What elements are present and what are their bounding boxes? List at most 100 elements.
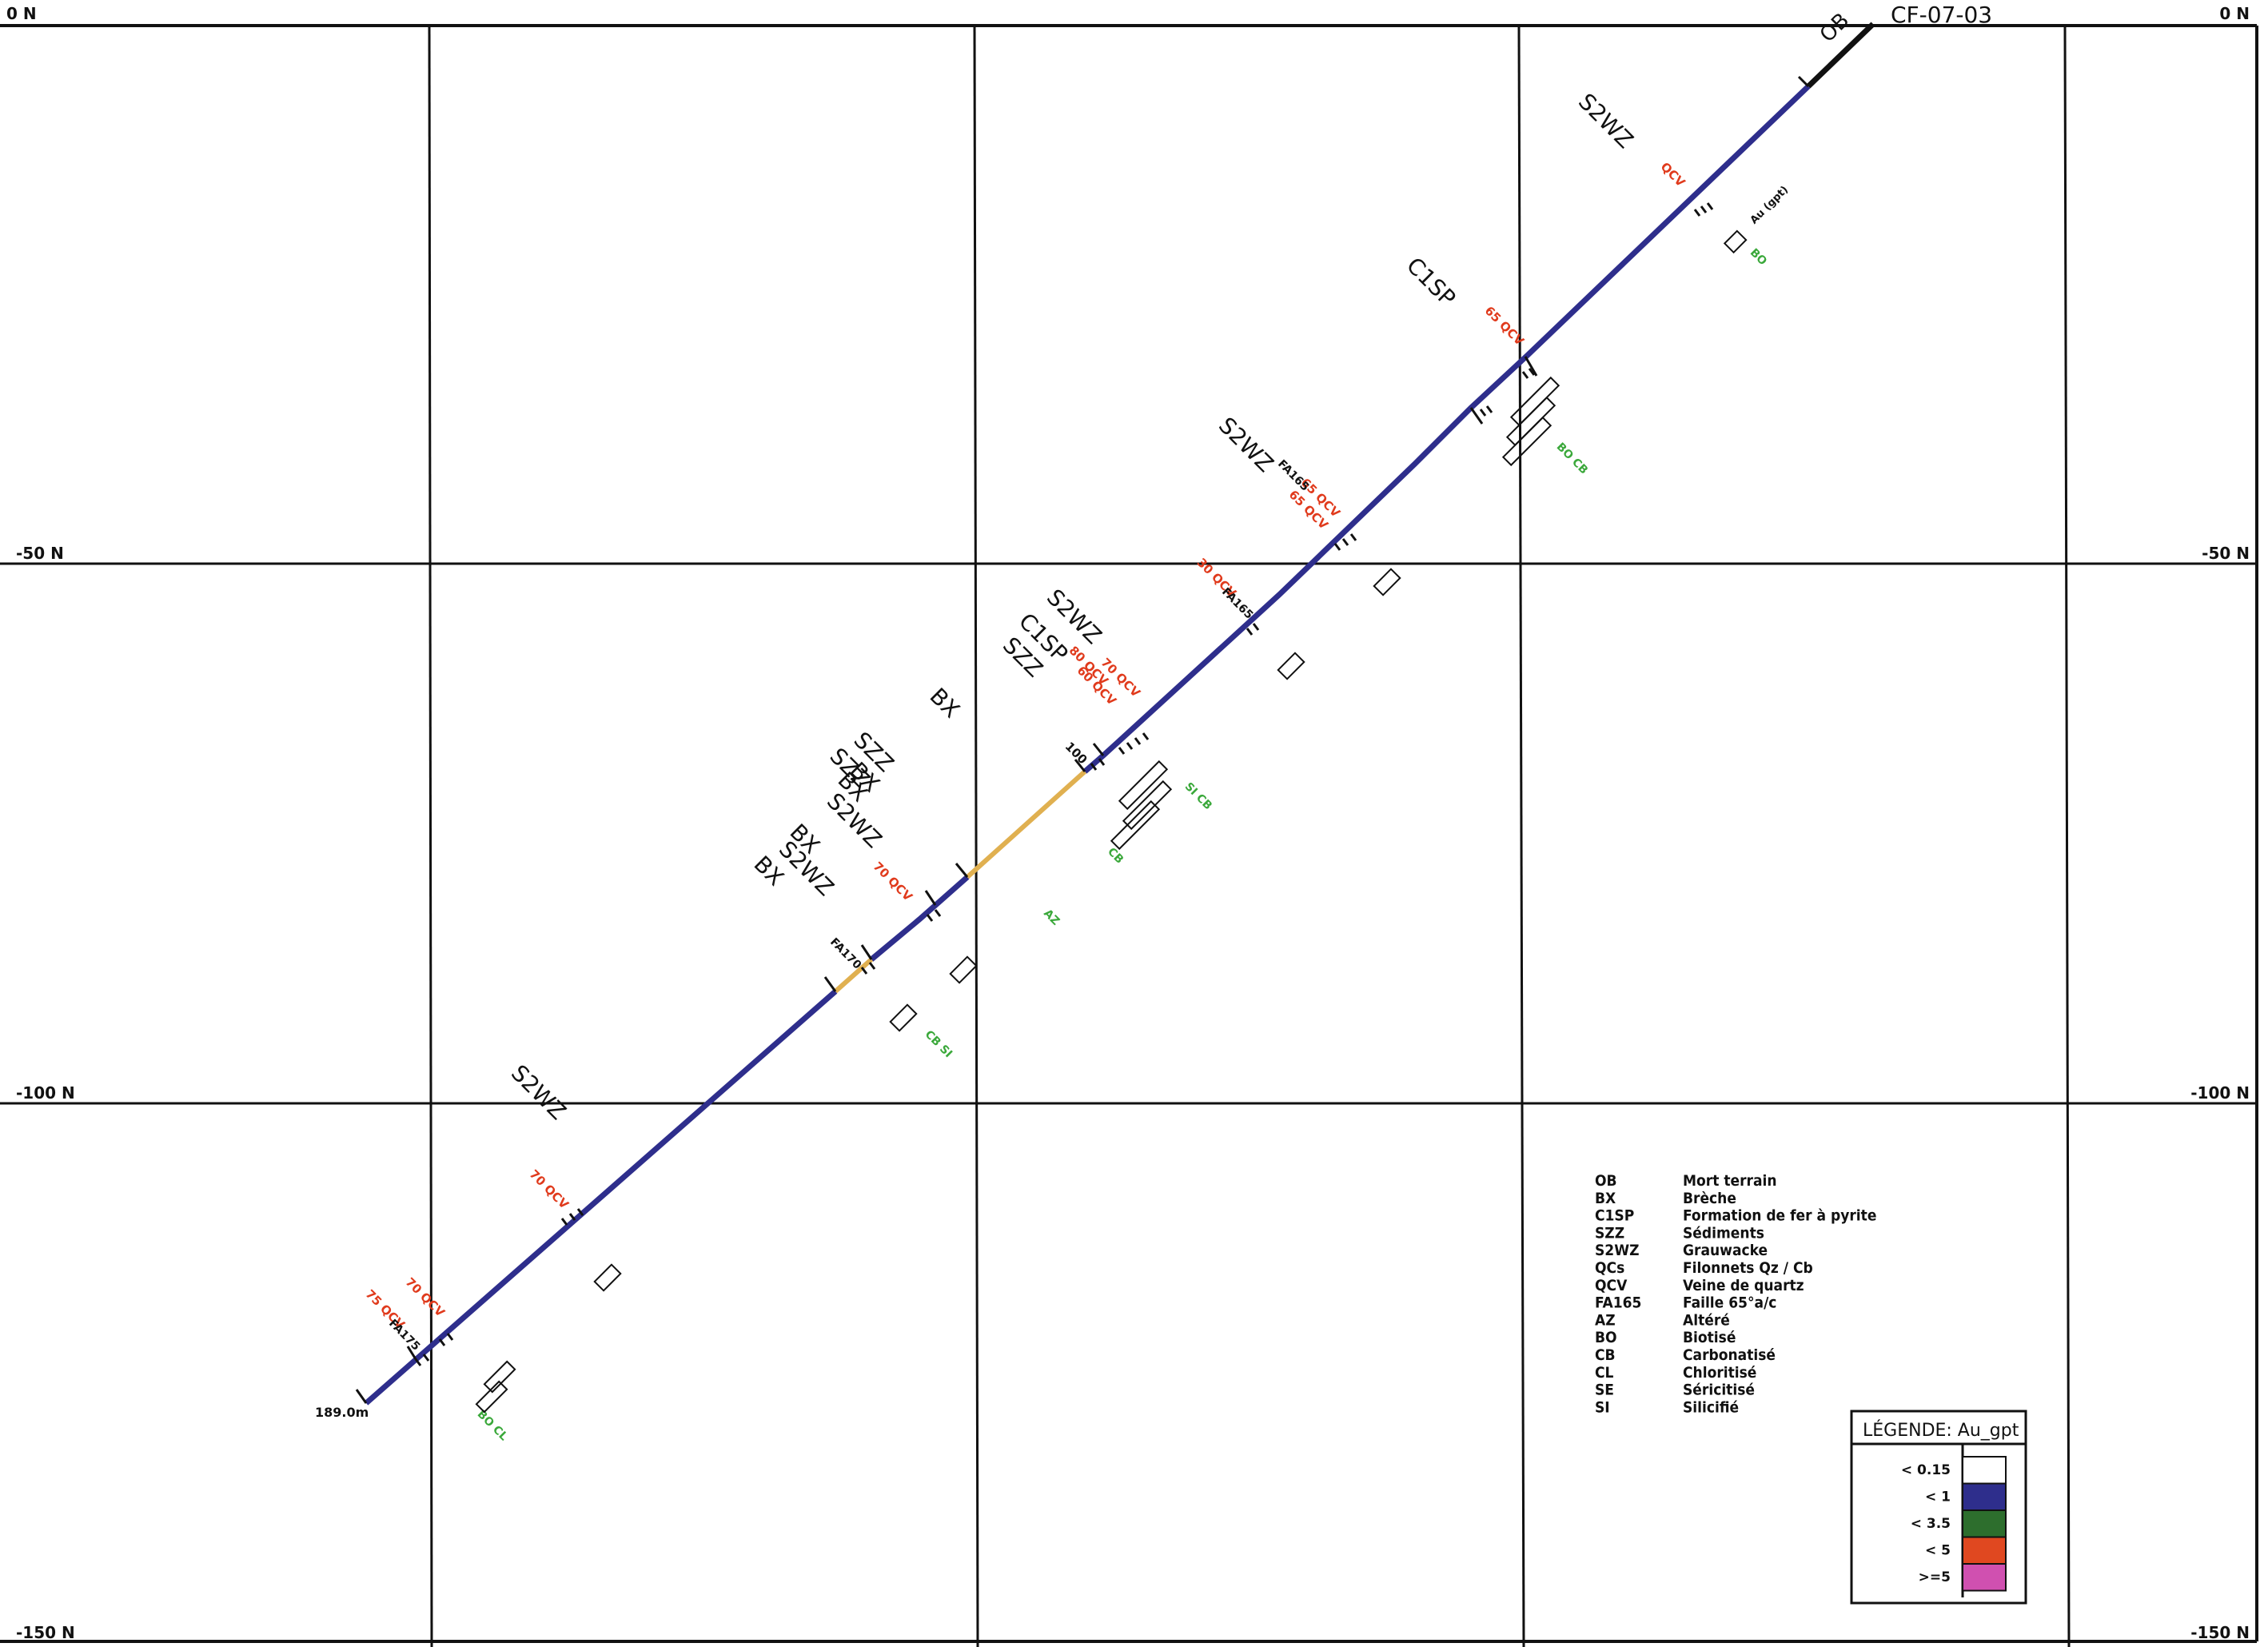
alteration-label: BO CL: [475, 1408, 510, 1443]
alteration-label: BO: [1748, 246, 1769, 268]
depth-mark: 100: [1062, 739, 1090, 767]
grade-legend-items: < 0.15 < 1 < 3.5 < 5 >=5: [1901, 1456, 2007, 1592]
legend-code: OB: [1595, 1172, 1617, 1190]
assay-block: [889, 1003, 918, 1032]
legend-description: Biotisé: [1683, 1329, 1736, 1346]
collar-unit-label: OB: [1816, 9, 1854, 47]
assay-block: [475, 1380, 508, 1414]
grade-legend-swatch: [1962, 1563, 2007, 1592]
grade-legend-swatch: [1962, 1536, 2007, 1565]
alteration-label: BO CB: [1554, 441, 1591, 477]
trace-weak-2: [834, 957, 873, 994]
sample-marks: [414, 202, 1714, 1366]
unit-labels: S2WZ C1SP S2WZ S2WZ C1SP SZZ BX SZZ SZZ …: [506, 88, 1639, 1125]
grid: [0, 24, 2258, 1647]
grade-legend-title: LÉGENDE: Au_gpt: [1863, 1420, 2019, 1441]
drill-hole-trace: [364, 22, 1875, 1406]
unit-label: S2WZ: [506, 1059, 572, 1125]
assay-block: [1277, 652, 1305, 680]
alteration-label: AZ: [1041, 907, 1062, 927]
legend-description: Altéré: [1683, 1311, 1730, 1329]
hole-id: CF-07-03: [1891, 2, 1992, 28]
legend-description: Grauwacke: [1683, 1242, 1768, 1259]
assay-blocks: [475, 229, 1748, 1414]
legend-code: QCs: [1595, 1259, 1624, 1277]
legend-code: SZZ: [1595, 1224, 1624, 1242]
northing-label-left-0: 0 N: [6, 4, 37, 23]
fault-labels: FA165 FA165 FA170 FA175: [386, 457, 1311, 1353]
northing-label-left-100: -100 N: [16, 1083, 75, 1103]
trace-upper: [1082, 84, 1811, 774]
assay-block: [483, 1360, 516, 1394]
legend-code: C1SP: [1595, 1207, 1634, 1225]
legend-code: CB: [1595, 1346, 1616, 1364]
northing-label-left-150: -150 N: [16, 1623, 75, 1642]
legend-description: Filonnets Qz / Cb: [1683, 1259, 1813, 1277]
legend-description: Carbonatisé: [1683, 1346, 1776, 1364]
vein-label: 70 QCV: [871, 859, 915, 903]
fault-label: FA170: [827, 935, 863, 971]
fault-label: FA165: [1275, 457, 1311, 493]
grade-legend-swatch: [1962, 1456, 2007, 1485]
legend-code: CL: [1595, 1364, 1614, 1382]
grade-legend-label: >=5: [1919, 1569, 1951, 1585]
vein-label: 70 QCV: [403, 1274, 448, 1319]
trace-middle: [869, 875, 970, 962]
alteration-label: CB: [1105, 845, 1126, 866]
legend-code: QCV: [1595, 1277, 1628, 1294]
legend-description: Silicifié: [1683, 1398, 1739, 1416]
legend-code: SI: [1595, 1398, 1610, 1416]
legend-description: Sédiments: [1683, 1224, 1764, 1242]
northing-labels: 0 N 0 N -50 N -50 N -100 N -100 N -150 N…: [6, 4, 2250, 1642]
legend-code: AZ: [1595, 1311, 1616, 1329]
legend-description: Chloritisé: [1683, 1364, 1756, 1382]
legend-code: BX: [1595, 1190, 1616, 1207]
northing-label-right-50: -50 N: [2202, 544, 2250, 563]
legend-code: SE: [1595, 1382, 1614, 1399]
assay-block: [1723, 229, 1748, 254]
legend-code: BO: [1595, 1329, 1617, 1346]
northing-label-left-50: -50 N: [16, 544, 64, 563]
unit-label: S2WZ: [1214, 412, 1279, 477]
alteration-labels: BO BO CB SI CB CB AZ CB SI BO CL: [475, 246, 1769, 1443]
alteration-label: SI CB: [1182, 780, 1214, 812]
code-legend: OB Mort terrain BX Brèche C1SP Formation de f…: [1595, 1172, 1876, 1416]
legend-description: Faille 65°a/c: [1683, 1294, 1776, 1312]
legend-code: S2WZ: [1595, 1242, 1639, 1259]
grade-legend-label: < 5: [1925, 1543, 1951, 1559]
trace-overburden: [1806, 22, 1875, 89]
legend-description: Mort terrain: [1683, 1172, 1777, 1190]
unit-label: BX: [925, 683, 965, 723]
assay-block: [1501, 416, 1553, 467]
assay-block: [1110, 800, 1161, 851]
legend-description: Formation de fer à pyrite: [1683, 1207, 1876, 1225]
end-depth-label: 189.0m: [315, 1405, 369, 1420]
grade-legend-swatch: [1962, 1509, 2007, 1538]
legend-code: FA165: [1595, 1294, 1641, 1312]
grade-legend-label: < 3.5: [1911, 1516, 1951, 1532]
vein-labels: QCV 65 QCV 65 QCV 65 QCV 30 QCV 80 QCV 6…: [363, 159, 1688, 1331]
assay-block: [593, 1263, 622, 1292]
legend-description: Séricitisé: [1683, 1382, 1755, 1399]
northing-label-right-150: -150 N: [2190, 1623, 2250, 1642]
vein-label: 70 QCV: [527, 1166, 572, 1211]
legend-description: Veine de quartz: [1683, 1277, 1804, 1294]
contact-ticks: [355, 75, 1810, 1404]
trace-lower: [364, 989, 838, 1406]
grade-legend: LÉGENDE: Au_gpt < 0.15 < 1 < 3.5 < 5 >=5: [1850, 1410, 2027, 1605]
trace-weak: [965, 769, 1087, 879]
alteration-label: CB SI: [923, 1028, 955, 1060]
northing-label-right-100: -100 N: [2190, 1083, 2250, 1103]
grade-legend-swatch: [1962, 1482, 2007, 1511]
grade-legend-label: < 1: [1925, 1489, 1951, 1505]
assay-block: [949, 955, 978, 984]
grade-legend-label: < 0.15: [1901, 1462, 1951, 1478]
assay-header: Au (gpt): [1748, 184, 1791, 226]
unit-label: S2WZ: [1573, 88, 1639, 154]
legend-description: Brèche: [1683, 1190, 1736, 1207]
unit-label: C1SP: [1401, 252, 1461, 311]
assay-block: [1373, 568, 1401, 596]
assay-block: [1118, 760, 1169, 811]
northing-label-right-0: 0 N: [2219, 4, 2250, 23]
